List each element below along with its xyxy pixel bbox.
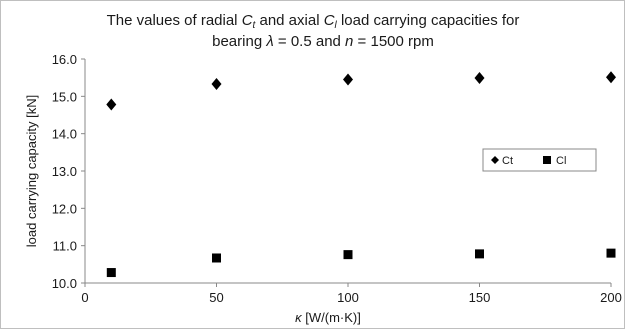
- y-tick-label: 11.0: [53, 239, 77, 254]
- point-ct: [106, 98, 117, 111]
- chart-title-line1: The values of radial Ct and axial Cl loa…: [107, 12, 520, 31]
- legend: Ct Cl: [482, 148, 597, 172]
- title-symbol: n: [345, 33, 353, 50]
- x-axis-unit: [W/(m·K)]: [302, 310, 361, 325]
- title-symbol: λ: [265, 33, 273, 50]
- chart-title-line2: bearing λ = 0.5 and n = 1500 rpm: [212, 33, 434, 50]
- title-text: = 0.5 and: [274, 33, 345, 50]
- title-text: bearing: [212, 33, 266, 50]
- title-text: The values of radial: [107, 12, 242, 29]
- y-axis-label: load carrying capacity [kN]: [24, 95, 39, 247]
- point-cl: [475, 249, 484, 259]
- point-cl: [212, 253, 221, 263]
- y-tick-label: 15.0: [52, 89, 77, 104]
- x-tick-label: 150: [469, 290, 491, 305]
- x-tick-label: 100: [337, 290, 359, 305]
- legend-label-ct: Ct: [502, 155, 513, 167]
- legend-box: [482, 148, 597, 172]
- y-tick-label: 13.0: [52, 164, 77, 179]
- legend-marker-ct: [491, 156, 499, 164]
- point-cl: [606, 248, 616, 258]
- x-tick-label: 0: [81, 290, 88, 305]
- point-ct: [343, 73, 353, 86]
- x-axis-label: κ [W/(m·K)]: [295, 310, 361, 325]
- point-ct: [474, 72, 485, 85]
- y-tick-label: 10.0: [52, 276, 77, 291]
- title-text: and axial: [255, 12, 323, 29]
- chart-svg: The values of radial Ct and axial Cl loa…: [24, 12, 622, 325]
- point-ct: [211, 78, 222, 91]
- y-tick-label: 12.0: [52, 201, 77, 216]
- y-tick-label: 14.0: [52, 127, 77, 142]
- title-text: load carrying capacities for: [337, 12, 520, 29]
- legend-marker-cl: [543, 156, 551, 164]
- marker-group: [106, 71, 616, 278]
- title-text: = 1500 rpm: [353, 33, 433, 50]
- legend-label-cl: Cl: [556, 155, 566, 167]
- title-symbol: C: [242, 12, 253, 29]
- x-tick-label: 200: [600, 290, 622, 305]
- title-subscript: t: [253, 20, 257, 31]
- y-tick-group: 10.0 11.0 12.0 13.0 14.0 15.0 16.0: [52, 52, 85, 291]
- x-tick-label: 50: [209, 290, 223, 305]
- title-subscript: l: [335, 20, 338, 31]
- point-cl: [343, 250, 353, 260]
- point-ct: [606, 71, 616, 84]
- x-axis-symbol: κ: [295, 310, 303, 325]
- title-symbol: C: [324, 12, 335, 29]
- x-tick-group: 0 50 100 150 200: [81, 283, 622, 305]
- y-tick-label: 16.0: [52, 52, 77, 67]
- point-cl: [106, 268, 116, 278]
